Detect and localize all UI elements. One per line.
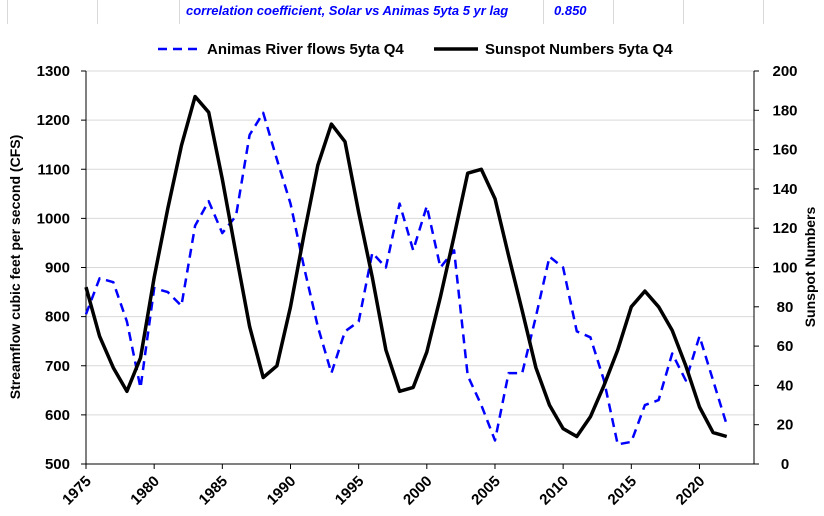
y-left-tick-label: 1000 (37, 210, 70, 227)
sheet-cell[interactable] (180, 0, 544, 24)
x-tick-label: 1985 (196, 473, 232, 509)
y-left-tick-label: 600 (45, 407, 70, 424)
y-right-tick-label: 140 (772, 181, 797, 198)
sheet-cell[interactable] (98, 0, 180, 24)
y-left-tick-label: 1100 (37, 161, 70, 178)
y-axis-left-label: Streamflow cubic feet per second (CFS) (7, 135, 23, 400)
y-left-tick-label: 800 (45, 309, 70, 326)
y-right-tick-label: 100 (772, 260, 797, 277)
y-right-tick-label: 20 (777, 417, 794, 434)
x-tick-label: 1995 (332, 473, 368, 509)
sunspot-line (84, 94, 728, 439)
y-right-tick-label: 160 (772, 142, 797, 159)
x-tick-label: 1990 (264, 473, 300, 509)
x-tick-label: 2010 (536, 473, 572, 509)
x-tick-label: 2020 (673, 473, 709, 509)
spreadsheet-header-row: correlation coefficient, Solar vs Animas… (0, 0, 824, 24)
y-right-tick-label: 80 (777, 299, 794, 316)
tick-labels: 500 600 700 800 900 1000 1100 1200 1300 0 20 40 60 80… (37, 63, 798, 508)
legend-label-animas: Animas River flows 5yta Q4 (207, 41, 404, 58)
legend: Animas River flows 5yta Q4 Sunspot Number… (158, 41, 673, 58)
y-right-tick-label: 180 (772, 102, 797, 119)
y-right-tick-label: 120 (772, 220, 797, 237)
animas-flow-line (84, 111, 728, 446)
correlation-label: correlation coefficient, Solar vs Animas… (186, 3, 509, 18)
y-right-tick-label: 0 (781, 456, 789, 473)
sheet-cell[interactable] (684, 0, 764, 24)
x-tick-label: 2015 (605, 473, 641, 509)
y-left-tick-label: 700 (45, 358, 70, 375)
x-tick-label: 2000 (400, 473, 436, 509)
axes (81, 70, 759, 469)
correlation-value: 0.850 (554, 3, 587, 18)
plot-lines (84, 94, 728, 446)
y-right-tick-label: 60 (777, 338, 794, 355)
sheet-cell[interactable] (0, 0, 8, 24)
sheet-cell[interactable] (614, 0, 684, 24)
gridlines (86, 70, 754, 416)
y-left-tick-label: 900 (45, 260, 70, 277)
sheet-cell[interactable] (544, 0, 614, 24)
sheet-cell[interactable] (8, 0, 98, 24)
y-left-tick-label: 500 (45, 456, 70, 473)
y-right-tick-label: 200 (772, 63, 797, 80)
y-right-tick-label: 40 (777, 377, 794, 394)
legend-label-sunspot: Sunspot Numbers 5yta Q4 (485, 41, 673, 58)
x-tick-label: 1980 (127, 473, 163, 509)
x-tick-label: 2005 (468, 473, 504, 509)
y-left-tick-label: 1300 (37, 63, 70, 80)
y-left-tick-label: 1200 (37, 112, 70, 129)
x-tick-label: 1975 (59, 473, 95, 509)
y-axis-right-label: Sunspot Numbers (802, 207, 818, 328)
